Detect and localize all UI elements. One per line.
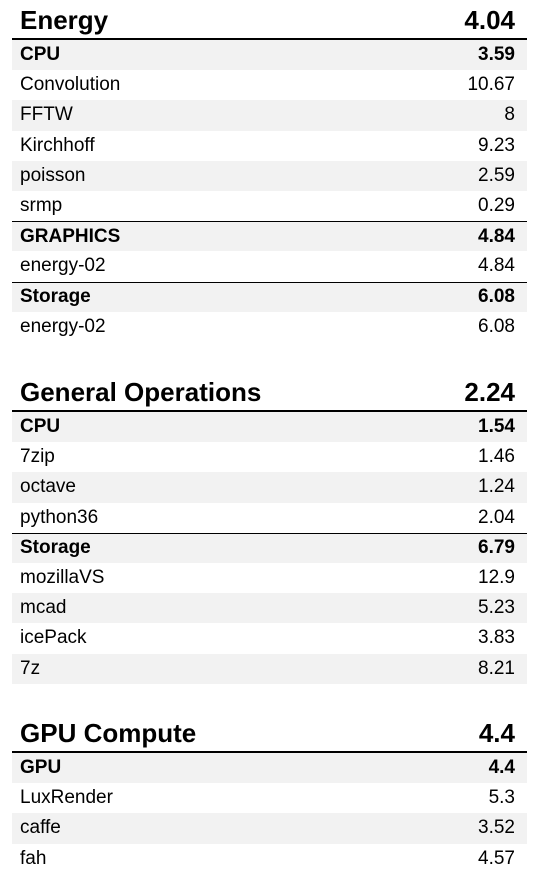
item-name: octave — [20, 476, 76, 498]
item-value: 9.23 — [478, 134, 515, 156]
item-value: 2.04 — [478, 506, 515, 528]
item-name: icePack — [20, 627, 87, 649]
table-row: 7zip 1.46 — [12, 442, 527, 472]
item-value: 8 — [504, 104, 515, 126]
section-score: 4.04 — [464, 5, 515, 35]
table-row: mozillaVS 12.9 — [12, 563, 527, 593]
item-value: 3.52 — [478, 817, 515, 839]
item-name: fah — [20, 847, 47, 869]
item-value: 3.83 — [478, 627, 515, 649]
item-value: 2.59 — [478, 164, 515, 186]
table-row: mcad 5.23 — [12, 593, 527, 624]
item-name: Convolution — [20, 74, 121, 96]
table-row: energy-02 4.84 — [12, 251, 527, 281]
item-name: poisson — [20, 164, 86, 186]
item-value: 12.9 — [478, 567, 515, 589]
item-value: 1.24 — [478, 476, 515, 498]
group-row-cpu: CPU 3.59 — [12, 40, 527, 71]
item-name: energy-02 — [20, 255, 106, 277]
item-value: 1.46 — [478, 446, 515, 468]
group-score: 4.4 — [488, 757, 515, 779]
table-row: 7z 8.21 — [12, 653, 527, 684]
item-value: 0.29 — [478, 195, 515, 217]
table-row: poisson 2.59 — [12, 160, 527, 191]
section-header: GPU Compute 4.4 — [12, 715, 527, 753]
group-name: CPU — [20, 44, 61, 66]
group-name: GPU — [20, 757, 62, 779]
section-score: 2.24 — [464, 377, 515, 407]
table-row: Convolution 10.67 — [12, 70, 527, 100]
item-value: 4.84 — [478, 255, 515, 277]
table-row: octave 1.24 — [12, 472, 527, 503]
item-name: 7z — [20, 657, 41, 679]
table-row: energy-02 6.08 — [12, 312, 527, 342]
section-general-operations: General Operations 2.24 CPU 1.54 7zip 1.… — [12, 374, 527, 684]
group-name: Storage — [20, 286, 91, 308]
group-score: 4.84 — [478, 225, 515, 247]
item-name: 7zip — [20, 446, 55, 468]
item-name: caffe — [20, 817, 61, 839]
item-name: mcad — [20, 597, 67, 619]
item-name: srmp — [20, 195, 63, 217]
group-name: CPU — [20, 416, 61, 438]
section-header: Energy 4.04 — [12, 2, 527, 40]
item-name: mozillaVS — [20, 567, 105, 589]
group-row-graphics: GRAPHICS 4.84 — [12, 221, 527, 252]
section-gpu-compute: GPU Compute 4.4 GPU 4.4 LuxRender 5.3 ca… — [12, 715, 527, 874]
group-score: 6.79 — [478, 537, 515, 559]
group-score: 3.59 — [478, 44, 515, 66]
group-name: Storage — [20, 537, 91, 559]
table-row: fah 4.57 — [12, 844, 527, 874]
table-row: python36 2.04 — [12, 503, 527, 533]
item-name: LuxRender — [20, 787, 113, 809]
item-value: 8.21 — [478, 657, 515, 679]
group-row-gpu: GPU 4.4 — [12, 753, 527, 784]
section-title: Energy — [20, 5, 109, 35]
table-row: srmp 0.29 — [12, 191, 527, 221]
group-name: GRAPHICS — [20, 225, 121, 247]
section-score: 4.4 — [478, 718, 515, 748]
item-value: 10.67 — [467, 74, 515, 96]
item-name: energy-02 — [20, 315, 106, 337]
group-score: 6.08 — [478, 286, 515, 308]
item-name: FFTW — [20, 104, 73, 126]
section-header: General Operations 2.24 — [12, 374, 527, 412]
item-name: Kirchhoff — [20, 134, 95, 156]
section-title: General Operations — [20, 377, 262, 407]
item-name: python36 — [20, 506, 99, 528]
item-value: 4.57 — [478, 847, 515, 869]
group-row-storage: Storage 6.08 — [12, 281, 527, 312]
table-row: FFTW 8 — [12, 100, 527, 131]
item-value: 5.23 — [478, 597, 515, 619]
section-title: GPU Compute — [20, 718, 197, 748]
section-energy: Energy 4.04 CPU 3.59 Convolution 10.67 F… — [12, 2, 527, 342]
item-value: 6.08 — [478, 315, 515, 337]
table-row: icePack 3.83 — [12, 623, 527, 653]
group-row-storage: Storage 6.79 — [12, 532, 527, 563]
item-value: 5.3 — [488, 787, 515, 809]
table-row: Kirchhoff 9.23 — [12, 131, 527, 161]
table-row: caffe 3.52 — [12, 813, 527, 844]
table-row: LuxRender 5.3 — [12, 783, 527, 813]
group-score: 1.54 — [478, 416, 515, 438]
group-row-cpu: CPU 1.54 — [12, 412, 527, 443]
